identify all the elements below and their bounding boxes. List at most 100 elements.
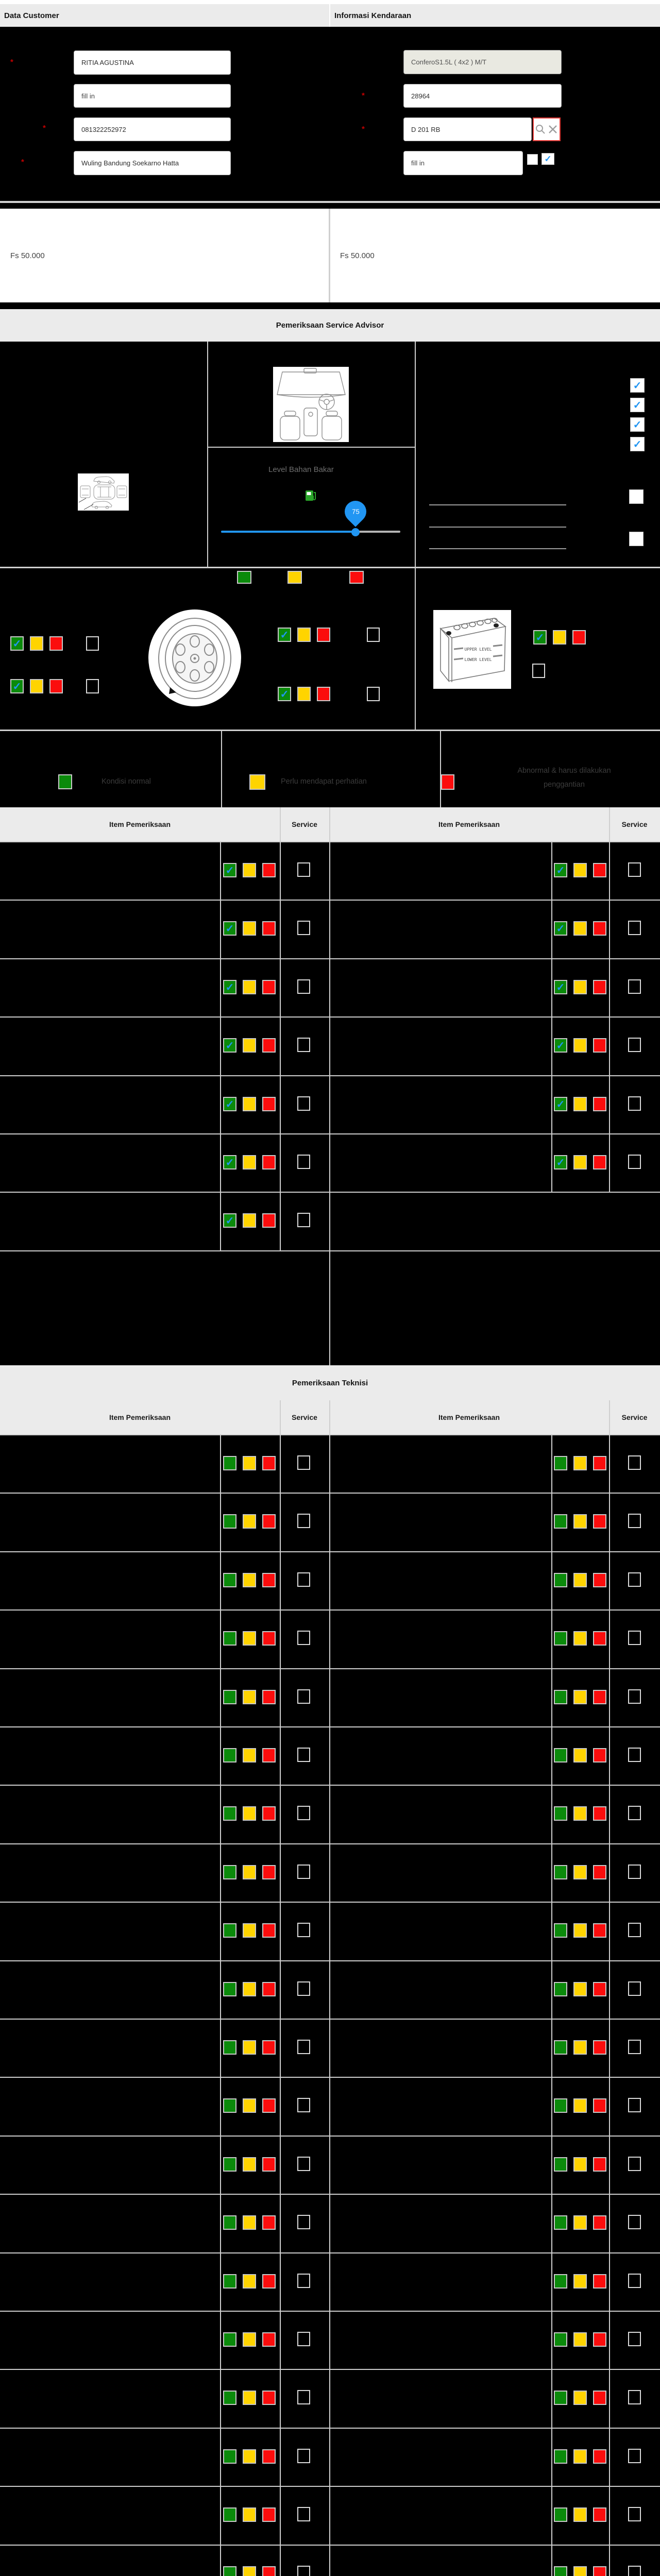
- teknisi-item-left-service-checkbox[interactable]: [297, 2449, 310, 2463]
- teknisi-item-left-status-red[interactable]: [262, 1690, 276, 1704]
- teknisi-item-left-status-green[interactable]: [223, 2215, 236, 2230]
- teknisi-item-left-service-checkbox[interactable]: [297, 2274, 310, 2288]
- teknisi-item-left-status-green[interactable]: [223, 2157, 236, 2172]
- fuel-slider-track-empty[interactable]: [356, 531, 400, 533]
- vehicle-option-checkbox-unchecked[interactable]: [527, 154, 538, 165]
- teknisi-item-right-status-red[interactable]: [593, 2449, 606, 2464]
- advisor-item-right-service-checkbox[interactable]: [628, 979, 641, 994]
- battery-status-yellow[interactable]: [553, 630, 566, 645]
- advisor-item-left-service-checkbox[interactable]: [297, 1096, 310, 1111]
- teknisi-item-left-status-yellow[interactable]: [243, 2391, 256, 2405]
- teknisi-item-left-status-yellow[interactable]: [243, 2215, 256, 2230]
- customer-phone-field[interactable]: 081322252972: [74, 117, 231, 141]
- advisor-checklist-checkbox[interactable]: ✓: [630, 398, 645, 412]
- teknisi-item-right-status-green[interactable]: [554, 2507, 567, 2522]
- advisor-item-right-status-red[interactable]: [593, 1097, 606, 1111]
- advisor-item-left-status-red[interactable]: [262, 1038, 276, 1053]
- advisor-item-left-status-green[interactable]: ✓: [223, 1213, 236, 1228]
- tire-rear-right-status-yellow[interactable]: [297, 687, 311, 701]
- advisor-item-right-service-checkbox[interactable]: [628, 921, 641, 935]
- teknisi-item-right-status-red[interactable]: [593, 1748, 606, 1762]
- customer-email-field[interactable]: fill in: [74, 84, 231, 108]
- advisor-item-left-service-checkbox[interactable]: [297, 862, 310, 877]
- advisor-checklist-checkbox[interactable]: ✓: [630, 378, 645, 393]
- fuel-slider-handle[interactable]: [351, 528, 360, 536]
- teknisi-item-right-status-red[interactable]: [593, 2157, 606, 2172]
- teknisi-item-left-status-yellow[interactable]: [243, 2157, 256, 2172]
- teknisi-item-left-status-green[interactable]: [223, 1514, 236, 1529]
- teknisi-item-left-status-yellow[interactable]: [243, 1573, 256, 1587]
- teknisi-item-left-service-checkbox[interactable]: [297, 1514, 310, 1528]
- teknisi-item-right-status-green[interactable]: [554, 2391, 567, 2405]
- teknisi-item-right-status-yellow[interactable]: [573, 1923, 587, 1938]
- teknisi-item-left-status-yellow[interactable]: [243, 2040, 256, 2055]
- teknisi-item-left-status-green[interactable]: [223, 1631, 236, 1646]
- teknisi-item-right-status-yellow[interactable]: [573, 2215, 587, 2230]
- teknisi-item-right-service-checkbox[interactable]: [628, 1806, 641, 1820]
- vehicle-odometer-field[interactable]: 28964: [403, 84, 562, 108]
- vehicle-option-checkbox-checked[interactable]: ✓: [541, 153, 554, 165]
- teknisi-item-right-service-checkbox[interactable]: [628, 1981, 641, 1996]
- teknisi-item-right-service-checkbox[interactable]: [628, 1865, 641, 1879]
- tire-front-right-status-yellow[interactable]: [297, 628, 311, 642]
- teknisi-item-left-status-yellow[interactable]: [243, 2507, 256, 2522]
- teknisi-item-right-service-checkbox[interactable]: [628, 2566, 641, 2576]
- advisor-item-left-status-green[interactable]: ✓: [223, 921, 236, 936]
- advisor-item-right-status-yellow[interactable]: [573, 921, 587, 936]
- teknisi-item-left-service-checkbox[interactable]: [297, 1923, 310, 1937]
- advisor-item-left-status-yellow[interactable]: [243, 921, 256, 936]
- teknisi-item-right-status-yellow[interactable]: [573, 2566, 587, 2576]
- teknisi-item-left-status-red[interactable]: [262, 2274, 276, 2289]
- teknisi-item-left-status-red[interactable]: [262, 1982, 276, 1996]
- advisor-item-right-status-yellow[interactable]: [573, 1155, 587, 1170]
- teknisi-item-right-status-red[interactable]: [593, 1573, 606, 1587]
- teknisi-item-left-status-red[interactable]: [262, 1631, 276, 1646]
- tire-rear-right-status-green[interactable]: ✓: [278, 687, 291, 701]
- teknisi-item-right-service-checkbox[interactable]: [628, 2215, 641, 2229]
- advisor-item-right-service-checkbox[interactable]: [628, 1096, 641, 1111]
- advisor-item-right-status-yellow[interactable]: [573, 1038, 587, 1053]
- teknisi-item-left-service-checkbox[interactable]: [297, 1748, 310, 1762]
- teknisi-item-right-status-yellow[interactable]: [573, 1806, 587, 1821]
- teknisi-item-right-status-red[interactable]: [593, 2332, 606, 2347]
- teknisi-item-left-status-yellow[interactable]: [243, 2449, 256, 2464]
- teknisi-item-left-service-checkbox[interactable]: [297, 1865, 310, 1879]
- teknisi-item-left-status-green[interactable]: [223, 2507, 236, 2522]
- teknisi-item-right-status-red[interactable]: [593, 1806, 606, 1821]
- advisor-item-left-status-green[interactable]: ✓: [223, 1097, 236, 1111]
- teknisi-item-left-service-checkbox[interactable]: [297, 1689, 310, 1704]
- teknisi-item-right-service-checkbox[interactable]: [628, 1923, 641, 1937]
- advisor-item-left-status-red[interactable]: [262, 921, 276, 936]
- teknisi-item-left-status-yellow[interactable]: [243, 1923, 256, 1938]
- advisor-item-left-status-green[interactable]: ✓: [223, 1038, 236, 1053]
- teknisi-item-left-status-yellow[interactable]: [243, 1982, 256, 1996]
- teknisi-item-left-status-green[interactable]: [223, 2566, 236, 2576]
- advisor-item-left-service-checkbox[interactable]: [297, 1213, 310, 1227]
- teknisi-item-left-status-yellow[interactable]: [243, 1748, 256, 1762]
- teknisi-item-left-status-green[interactable]: [223, 1456, 236, 1470]
- teknisi-item-right-status-yellow[interactable]: [573, 1690, 587, 1704]
- teknisi-item-right-service-checkbox[interactable]: [628, 2390, 641, 2404]
- teknisi-item-left-status-red[interactable]: [262, 1573, 276, 1587]
- teknisi-item-right-status-red[interactable]: [593, 2215, 606, 2230]
- teknisi-item-left-status-green[interactable]: [223, 1982, 236, 1996]
- teknisi-item-right-service-checkbox[interactable]: [628, 1631, 641, 1645]
- teknisi-item-right-status-red[interactable]: [593, 1865, 606, 1879]
- teknisi-item-right-status-yellow[interactable]: [573, 2157, 587, 2172]
- teknisi-item-left-status-green[interactable]: [223, 1923, 236, 1938]
- advisor-item-right-status-green[interactable]: ✓: [554, 1097, 567, 1111]
- advisor-checklist-checkbox[interactable]: [629, 489, 644, 504]
- advisor-item-right-status-green[interactable]: ✓: [554, 980, 567, 994]
- teknisi-item-left-status-green[interactable]: [223, 1573, 236, 1587]
- advisor-checklist-checkbox[interactable]: [629, 532, 644, 546]
- tire-rear-left-service[interactable]: [86, 679, 99, 693]
- teknisi-item-left-status-green[interactable]: [223, 2274, 236, 2289]
- teknisi-item-left-status-yellow[interactable]: [243, 2274, 256, 2289]
- teknisi-item-right-status-yellow[interactable]: [573, 2040, 587, 2055]
- tire-front-left-service[interactable]: [86, 636, 99, 651]
- teknisi-item-left-service-checkbox[interactable]: [297, 1806, 310, 1820]
- teknisi-item-left-status-green[interactable]: [223, 1806, 236, 1821]
- advisor-item-left-service-checkbox[interactable]: [297, 921, 310, 935]
- teknisi-item-left-status-green[interactable]: [223, 2332, 236, 2347]
- teknisi-item-left-status-red[interactable]: [262, 1865, 276, 1879]
